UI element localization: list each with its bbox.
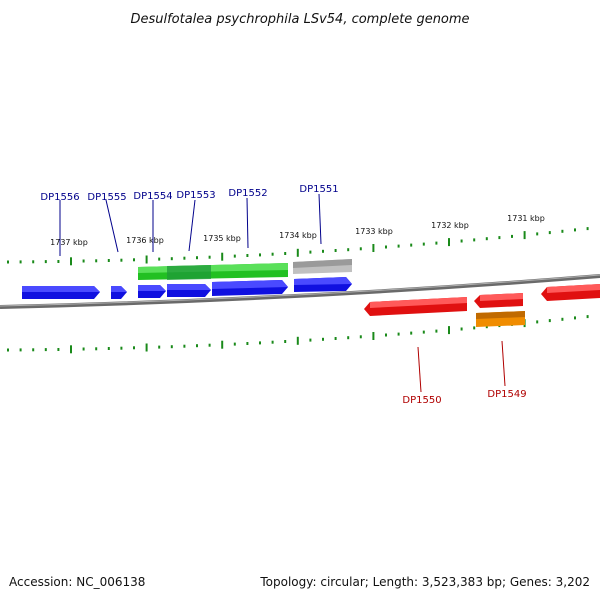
reverse-genes [364,284,600,327]
topology-text: Topology: circular; Length: 3,523,383 bp… [259,575,590,589]
tick-label-1731: 1731 kbp [507,214,545,223]
tick-label-1735: 1735 kbp [203,234,241,243]
label-dp1554[interactable]: DP1554 [133,191,172,202]
label-dp1556[interactable]: DP1556 [40,192,79,203]
page-title: Desulfotalea psychrophila LSv54, complet… [130,12,469,27]
label-dp1553[interactable]: DP1553 [176,190,215,201]
upper-gene-labels: DP1556 DP1555 DP1554 DP1553 DP1552 DP155… [40,184,339,256]
label-dp1551[interactable]: DP1551 [299,184,338,195]
genome-backbone [0,274,600,309]
rna-feature-2[interactable] [167,265,211,280]
label-dp1549[interactable]: DP1549 [487,389,526,400]
label-dp1550[interactable]: DP1550 [402,395,441,406]
tick-label-1733: 1733 kbp [355,227,393,236]
tick-label-1736: 1736 kbp [126,236,164,245]
tick-label-1732: 1732 kbp [431,221,469,230]
accession-text: Accession: NC_006138 [9,575,145,589]
tick-label-1737: 1737 kbp [50,238,88,247]
tick-label-1734: 1734 kbp [279,231,317,240]
lower-gene-labels: DP1550 DP1549 [402,340,527,406]
rna-features [138,263,288,280]
forward-genes [22,277,352,299]
label-dp1555[interactable]: DP1555 [87,192,126,203]
upper-tick-ruler [7,227,589,266]
label-dp1552[interactable]: DP1552 [228,188,267,199]
